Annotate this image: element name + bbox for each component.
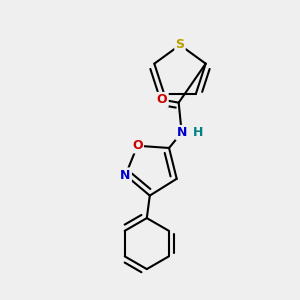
Text: O: O — [132, 139, 143, 152]
Text: N: N — [120, 169, 131, 182]
Text: S: S — [176, 38, 184, 52]
Text: O: O — [157, 93, 167, 106]
Text: H: H — [193, 126, 203, 139]
Text: N: N — [176, 126, 187, 139]
